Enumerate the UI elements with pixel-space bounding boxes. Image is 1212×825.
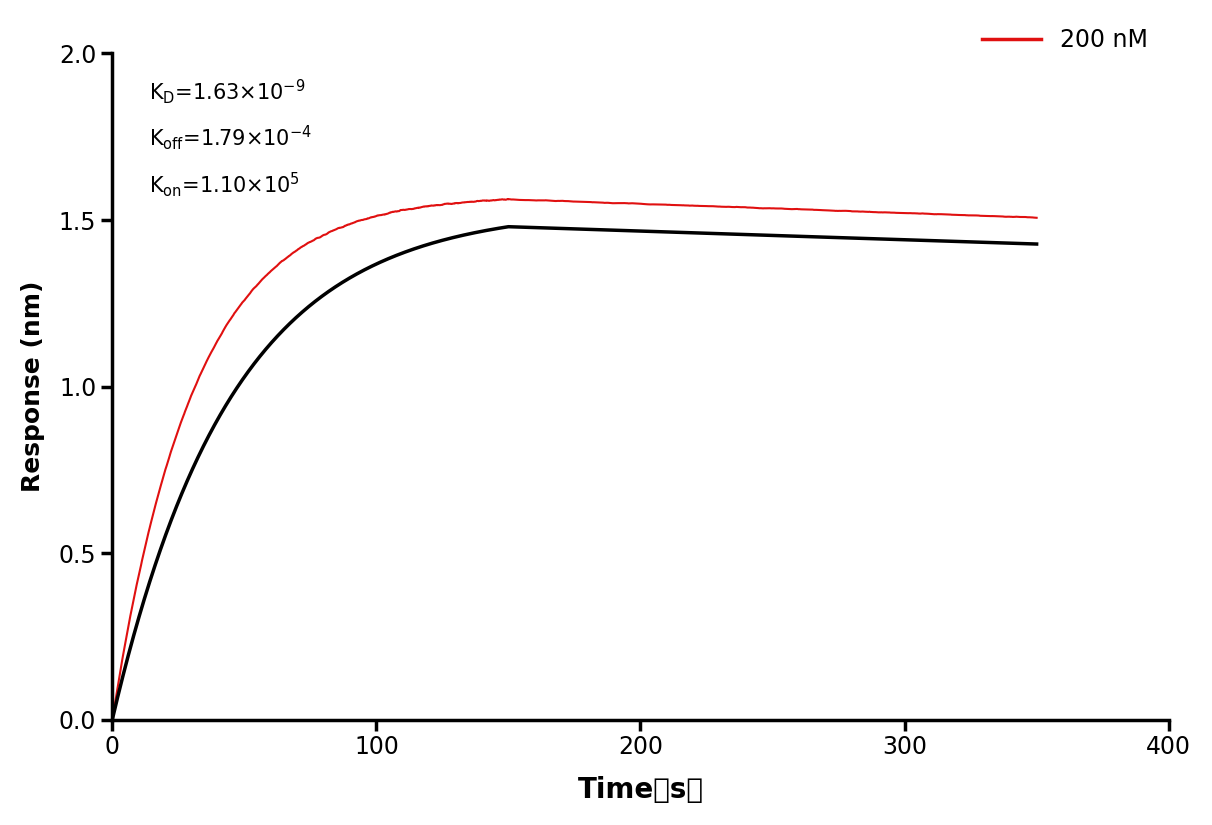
Legend: 200 nM: 200 nM xyxy=(972,19,1157,62)
X-axis label: Time（s）: Time（s） xyxy=(577,776,703,804)
Text: K$_\mathrm{D}$=1.63×10$^{-9}$: K$_\mathrm{D}$=1.63×10$^{-9}$ xyxy=(149,77,305,106)
Text: K$_\mathrm{on}$=1.10×10$^{5}$: K$_\mathrm{on}$=1.10×10$^{5}$ xyxy=(149,170,301,199)
Text: K$_\mathrm{off}$=1.79×10$^{-4}$: K$_\mathrm{off}$=1.79×10$^{-4}$ xyxy=(149,124,313,153)
Y-axis label: Response (nm): Response (nm) xyxy=(21,280,45,493)
